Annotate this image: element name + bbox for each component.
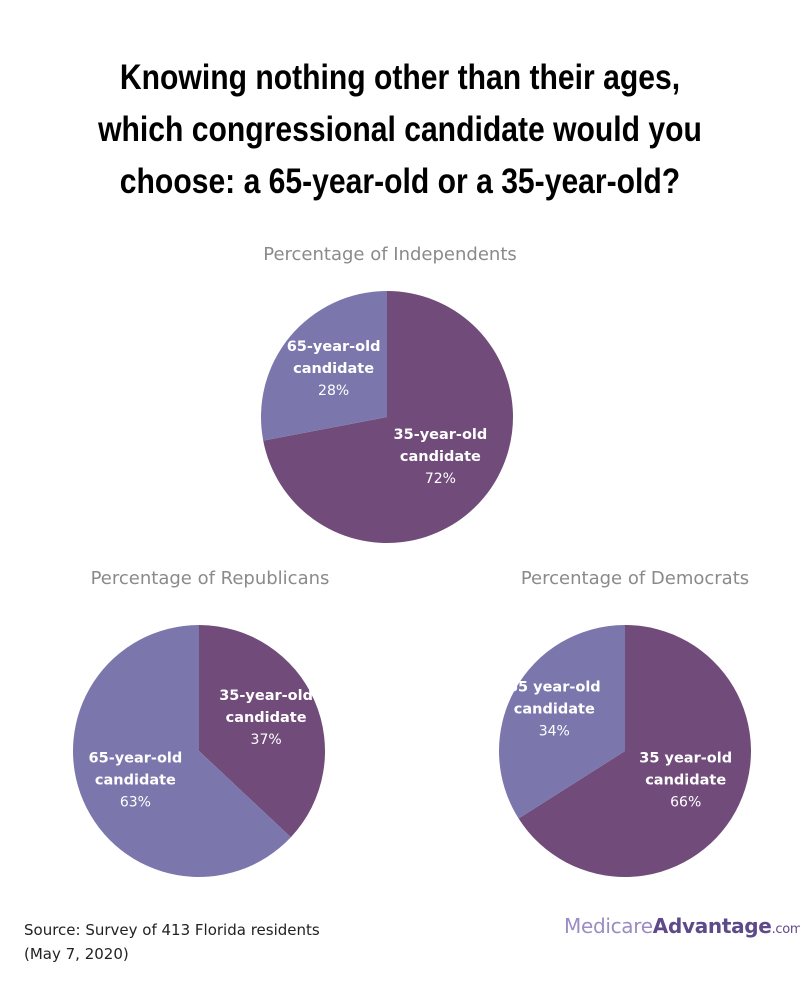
pie-1-slice-1 xyxy=(72,625,291,877)
pie-2-slice-0-name-line-1: 35 year-old xyxy=(639,750,732,766)
source-line-2: (May 7, 2020) xyxy=(24,945,129,963)
source-note: Source: Survey of 413 Florida residents … xyxy=(24,918,320,966)
pie-0-slice-0-name-line-1: 35-year-old xyxy=(394,427,488,443)
pie-2-slice-0-value-label: 66% xyxy=(670,794,701,810)
pie-1-slice-0-name-line-1: 35-year-old xyxy=(219,688,313,704)
democrats-pie-chart: 35 year-old candidate 66% 65 year-old candid… xyxy=(498,625,751,877)
pie-0-slice-0-value-label: 72% xyxy=(425,471,456,487)
pie-2-slice-0-name-line-2: candidate xyxy=(645,772,726,788)
pie-2-slice-0 xyxy=(518,625,751,877)
source-line-1: Source: Survey of 413 Florida residents xyxy=(24,921,320,939)
headline-line-2: which congressional candidate would you xyxy=(98,110,702,149)
headline-line-3: choose: a 65-year-old or a 35-year-old? xyxy=(119,162,681,201)
independents-pie-title: Percentage of Independents xyxy=(263,244,517,265)
brand-part-advantage: Advantage xyxy=(652,914,772,938)
brand-logo: MedicareAdvantage.com xyxy=(564,914,800,938)
pie-1-slice-1-name-line-2: candidate xyxy=(95,773,176,789)
pie-0-slice-1-name-line-2: candidate xyxy=(293,361,374,377)
pie-2-slice-1 xyxy=(498,625,625,819)
pie-0-slice-1-value-label: 28% xyxy=(318,383,349,399)
chart-headline: Knowing nothing other than their ages, w… xyxy=(90,52,709,208)
republicans-pie-chart: 35-year-old candidate 37% 65-year-old candid… xyxy=(72,625,325,877)
pie-0-slice-0-name-line-2: candidate xyxy=(400,449,481,465)
democrats-pie-title: Percentage of Democrats xyxy=(520,568,750,589)
pie-2-slice-1-name-line-2: candidate xyxy=(514,702,595,718)
republicans-pie-title: Percentage of Republicans xyxy=(90,568,330,589)
pie-1-slice-0-name-line-2: candidate xyxy=(226,710,307,726)
pie-1-slice-1-value-label: 63% xyxy=(120,795,151,811)
pie-1-slice-1-name-line-1: 65-year-old xyxy=(89,751,183,767)
independents-pie-chart: 35-year-old candidate 72% 65-year-old candid… xyxy=(260,291,513,543)
pie-0-slice-0 xyxy=(263,291,513,543)
pie-0-slice-1-name-line-1: 65-year-old xyxy=(287,339,381,355)
pie-1-slice-0 xyxy=(199,625,325,838)
brand-part-medicare: Medicare xyxy=(564,914,653,938)
headline-line-1: Knowing nothing other than their ages, xyxy=(119,58,681,97)
pie-0-slice-1 xyxy=(260,291,387,441)
pie-1-slice-0-value-label: 37% xyxy=(251,732,282,748)
pie-2-slice-1-name-line-1: 65 year-old xyxy=(508,680,601,696)
brand-part-tld: .com xyxy=(771,922,800,937)
pie-2-slice-1-value-label: 34% xyxy=(539,724,570,740)
